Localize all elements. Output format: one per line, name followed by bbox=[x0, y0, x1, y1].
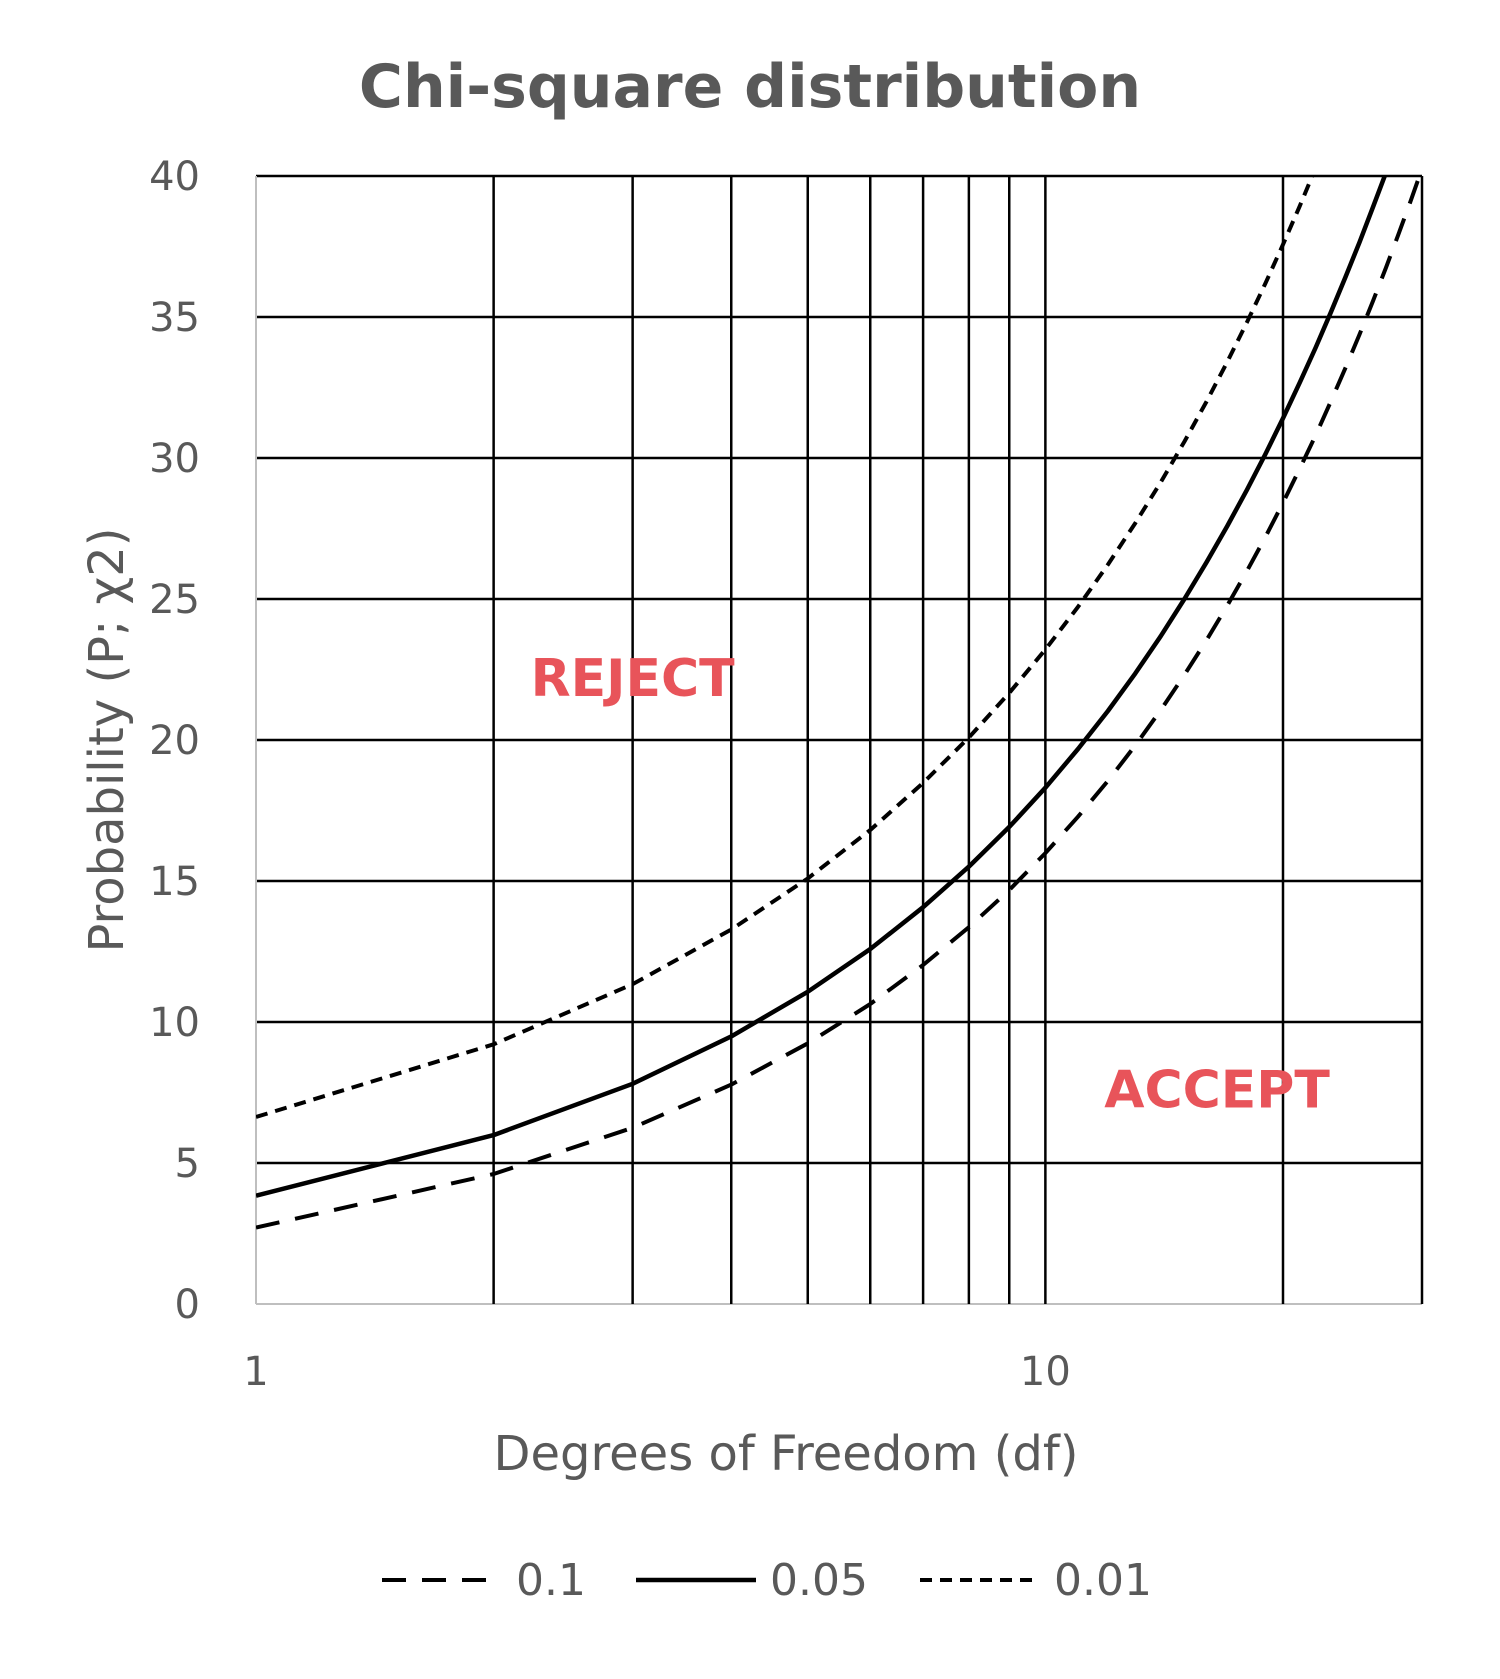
series-lines bbox=[256, 176, 1422, 1230]
series-line-0-05 bbox=[256, 176, 1388, 1198]
y-tick-label: 20 bbox=[149, 718, 200, 764]
y-tick-label: 35 bbox=[149, 295, 200, 341]
annotation-accept: ACCEPT bbox=[1104, 1061, 1330, 1121]
x-axis-title: Degrees of Freedom (df) bbox=[493, 1426, 1078, 1482]
x-tick-label: 1 bbox=[243, 1349, 268, 1395]
y-tick-label: 10 bbox=[149, 1000, 200, 1046]
y-tick-label: 30 bbox=[149, 436, 200, 482]
y-tick-label: 40 bbox=[149, 154, 200, 200]
annotation-reject: REJECT bbox=[531, 649, 736, 709]
chart-title: Chi-square distribution bbox=[359, 52, 1141, 122]
y-tick-label: 15 bbox=[149, 859, 200, 905]
y-tick-label: 25 bbox=[149, 577, 200, 623]
grid bbox=[255, 174, 1424, 1305]
y-tick-labels: 0 5 10 15 20 25 30 35 40 bbox=[149, 154, 200, 1328]
legend: 0.1 0.05 0.01 bbox=[382, 1555, 1152, 1606]
legend-label: 0.01 bbox=[1054, 1555, 1152, 1606]
y-tick-label: 5 bbox=[175, 1141, 200, 1187]
series-line-0-01 bbox=[256, 176, 1315, 1119]
series-line-0-1 bbox=[256, 176, 1422, 1230]
x-tick-label: 10 bbox=[1020, 1349, 1071, 1395]
x-tick-labels: 1 10 bbox=[243, 1349, 1071, 1395]
y-axis-title: Probability (P; χ2) bbox=[79, 527, 135, 952]
legend-label: 0.05 bbox=[770, 1555, 868, 1606]
legend-label: 0.1 bbox=[516, 1555, 586, 1606]
y-tick-label: 0 bbox=[175, 1282, 200, 1328]
